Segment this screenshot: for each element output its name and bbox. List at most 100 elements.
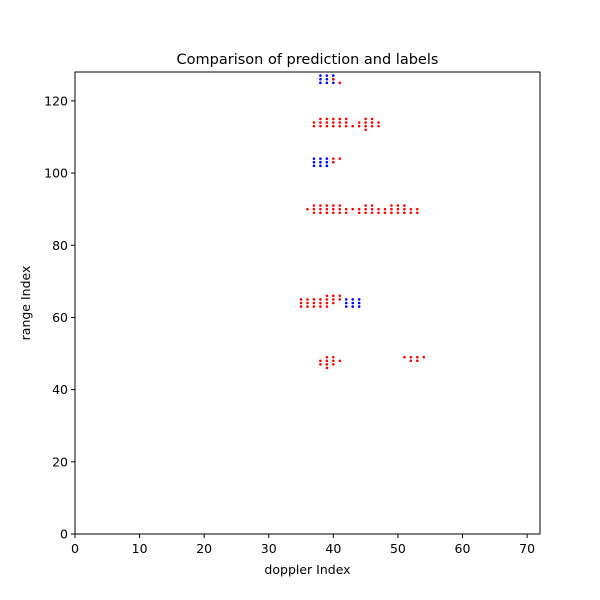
- data-point: [325, 121, 329, 124]
- data-point: [332, 74, 335, 77]
- data-point: [396, 207, 400, 211]
- data-point: [312, 160, 316, 164]
- y-axis-label: range Index: [18, 266, 33, 341]
- data-point: [312, 211, 316, 215]
- data-point: [338, 81, 342, 85]
- data-point: [325, 117, 329, 121]
- data-point: [415, 207, 419, 211]
- data-point: [325, 164, 329, 168]
- data-point: [332, 359, 335, 363]
- data-point: [312, 121, 316, 124]
- x-tick-label: 10: [132, 541, 148, 556]
- data-point: [332, 124, 335, 128]
- data-point: [319, 204, 322, 207]
- series-0: [312, 74, 361, 308]
- data-point: [319, 207, 322, 211]
- series-1: [299, 77, 426, 370]
- data-point: [338, 121, 342, 124]
- data-point: [299, 298, 303, 301]
- data-point: [332, 207, 335, 211]
- data-point: [319, 77, 322, 81]
- data-point: [332, 121, 335, 124]
- data-point: [338, 157, 342, 160]
- y-tick-label: 20: [52, 454, 68, 469]
- data-point: [396, 211, 400, 215]
- data-point: [319, 298, 322, 301]
- data-point: [332, 294, 335, 298]
- data-point: [344, 305, 348, 308]
- x-tick-label: 70: [519, 541, 535, 556]
- data-point: [338, 124, 342, 128]
- data-point: [364, 121, 367, 124]
- x-tick-label: 0: [71, 541, 79, 556]
- data-point: [325, 366, 329, 370]
- data-point: [344, 301, 348, 305]
- x-tick-label: 50: [390, 541, 406, 556]
- data-point: [332, 301, 335, 305]
- data-point: [383, 211, 387, 215]
- data-point: [338, 294, 342, 298]
- data-point: [344, 207, 348, 211]
- data-point: [344, 124, 348, 128]
- data-points: [299, 74, 426, 370]
- data-point: [357, 124, 361, 128]
- data-point: [357, 305, 361, 308]
- data-point: [409, 207, 413, 211]
- data-point: [370, 117, 374, 121]
- plot-frame: [74, 71, 541, 535]
- data-point: [364, 128, 367, 132]
- data-point: [325, 305, 329, 308]
- x-tick-label: 60: [455, 541, 471, 556]
- data-point: [415, 359, 419, 363]
- data-point: [325, 74, 329, 77]
- data-point: [325, 298, 329, 301]
- data-point: [319, 74, 322, 77]
- data-point: [332, 117, 335, 121]
- data-point: [319, 121, 322, 124]
- data-point: [403, 211, 406, 215]
- data-point: [364, 117, 367, 121]
- data-point: [312, 157, 316, 160]
- data-point: [377, 124, 380, 128]
- data-point: [403, 204, 406, 207]
- data-point: [344, 121, 348, 124]
- data-point: [357, 211, 361, 215]
- data-point: [370, 121, 374, 124]
- data-point: [364, 204, 367, 207]
- data-point: [306, 301, 309, 305]
- data-point: [319, 124, 322, 128]
- data-point: [338, 298, 342, 301]
- data-point: [403, 207, 406, 211]
- data-point: [351, 301, 355, 305]
- data-point: [332, 204, 335, 207]
- data-point: [415, 211, 419, 215]
- data-point: [325, 81, 329, 85]
- x-axis-label: doppler Index: [264, 562, 350, 577]
- chart-title: Comparison of prediction and labels: [177, 52, 439, 68]
- data-point: [325, 77, 329, 81]
- data-point: [332, 211, 335, 215]
- data-point: [325, 211, 329, 215]
- data-point: [319, 363, 322, 366]
- data-point: [351, 207, 355, 211]
- data-point: [364, 207, 367, 211]
- data-point: [312, 124, 316, 128]
- data-point: [351, 124, 355, 128]
- data-point: [319, 301, 322, 305]
- data-point: [370, 124, 374, 128]
- data-point: [312, 207, 316, 211]
- data-point: [390, 211, 393, 215]
- axis-ticks: 0 10 20 30 40 50 60 70 0 20 40 60 80 100 120: [44, 93, 535, 556]
- data-point: [299, 305, 303, 308]
- data-point: [390, 204, 393, 207]
- data-point: [332, 157, 335, 160]
- data-point: [364, 211, 367, 215]
- y-tick-label: 100: [44, 166, 68, 181]
- data-point: [351, 298, 355, 301]
- data-point: [319, 305, 322, 308]
- data-point: [338, 207, 342, 211]
- data-point: [312, 204, 316, 207]
- data-point: [364, 124, 367, 128]
- y-tick-label: 60: [52, 310, 68, 325]
